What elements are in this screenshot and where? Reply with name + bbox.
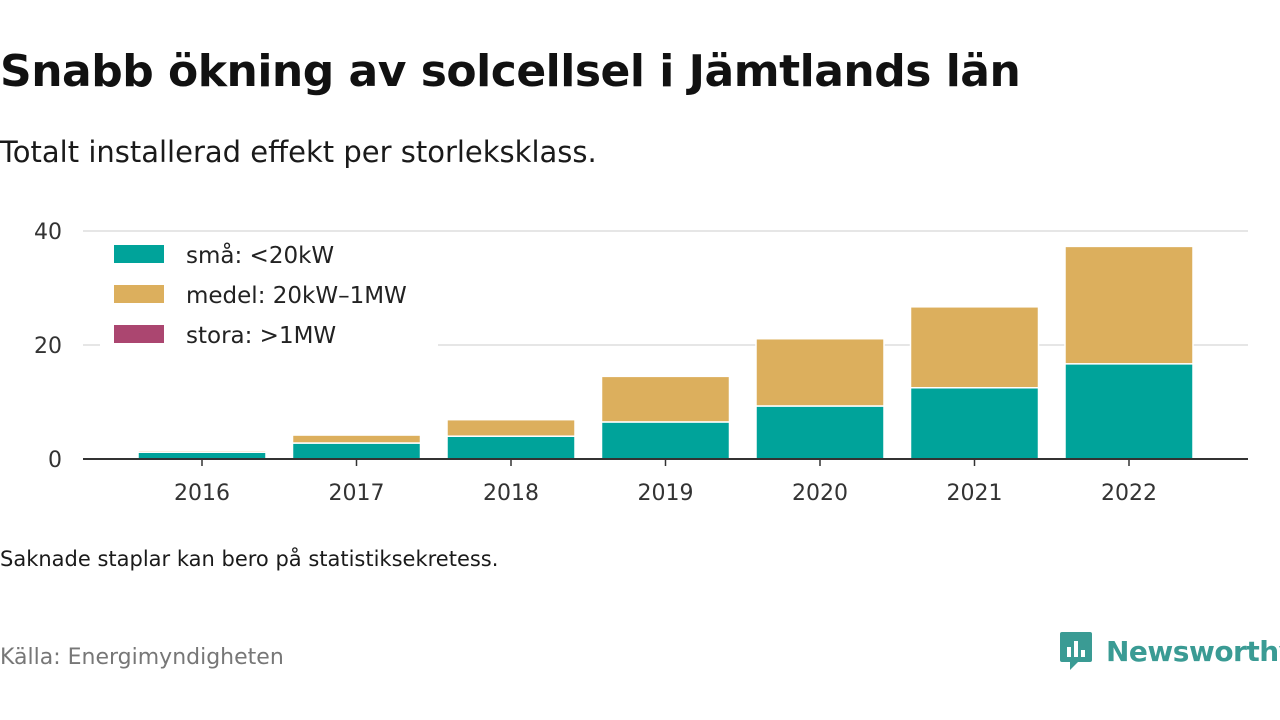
- brand-name: Newsworthy: [1106, 634, 1280, 668]
- y-tick-label: 0: [48, 448, 62, 473]
- bar-segment-2016-0: [137, 451, 267, 460]
- y-tick-label: 20: [34, 334, 62, 359]
- bar-segment-2017-0: [291, 442, 422, 460]
- bar-segment-2020-1: [755, 337, 885, 407]
- source-label: Källa: Energimyndigheten: [0, 645, 284, 670]
- legend-swatch: [114, 325, 164, 343]
- x-axis: 2016 2017 2018 2019 2020 2021 2022: [83, 458, 1248, 506]
- bar-segment-2019-1: [600, 375, 731, 423]
- x-tick-label: 2017: [329, 481, 385, 506]
- chart-subtitle: Totalt installerad effekt per storlekskl…: [0, 135, 597, 169]
- newsworthy-logo: Newsworthy: [1058, 628, 1280, 674]
- bar-segment-2018-1: [446, 418, 576, 437]
- legend-label: stora: >1MW: [186, 323, 336, 349]
- footnote: Saknade staplar kan bero på statistiksek…: [0, 547, 499, 571]
- bar-segment-2019-0: [600, 421, 731, 460]
- bar-segment-2021-0: [909, 387, 1040, 460]
- legend: små: <20kW medel: 20kW–1MW stora: >1MW: [100, 232, 438, 349]
- x-tick-label: 2022: [1101, 481, 1157, 506]
- x-tick-label: 2021: [947, 481, 1003, 506]
- bar-segment-2022-0: [1064, 363, 1194, 460]
- legend-swatch: [114, 245, 164, 263]
- y-tick-label: 40: [34, 220, 62, 245]
- newsworthy-logo-icon: [1060, 632, 1092, 670]
- chart-title: Snabb ökning av solcellsel i Jämtlands l…: [0, 46, 1021, 97]
- gridlines: 0 20 40: [34, 220, 1248, 473]
- bar-segment-2021-1: [909, 306, 1040, 389]
- stacked-bar-chart: 0 20 40 2016 2017 2018 2019 2020 2021 2022 små: …: [34, 220, 1248, 506]
- bar-segment-2020-0: [755, 405, 885, 460]
- x-tick-label: 2016: [174, 481, 230, 506]
- x-tick-label: 2020: [792, 481, 848, 506]
- legend-label: medel: 20kW–1MW: [186, 283, 407, 309]
- x-tick-label: 2019: [638, 481, 694, 506]
- x-tick-label: 2018: [483, 481, 539, 506]
- bar-segment-2016-1: [137, 449, 267, 453]
- legend-label: små: <20kW: [186, 241, 334, 269]
- bar-segment-2022-1: [1064, 245, 1194, 365]
- legend-swatch: [114, 285, 164, 303]
- bar-segment-2017-1: [291, 434, 422, 444]
- bars: [137, 245, 1194, 460]
- bar-segment-2018-0: [446, 435, 576, 460]
